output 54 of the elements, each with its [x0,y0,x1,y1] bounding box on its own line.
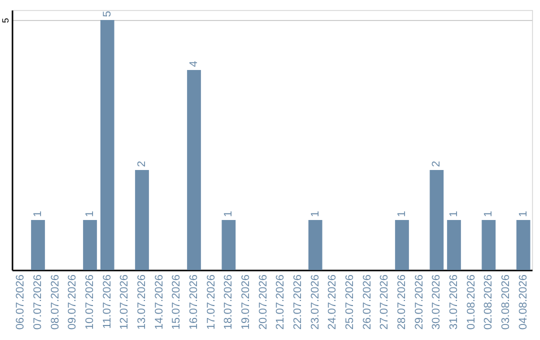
x-tick-label: 17.07.2026 [205,274,218,330]
x-tick-label: 07.07.2026 [32,274,44,330]
data-label: 1 [482,210,495,217]
bar [83,220,97,270]
data-label: 1 [309,210,322,217]
bar [222,220,236,270]
bar [31,220,45,270]
data-label: 1 [84,210,96,217]
x-tick-label: 08.07.2026 [49,274,62,330]
x-tick-label: 11.07.2026 [101,274,114,329]
bar [395,220,409,270]
x-tick-label: 20.07.2026 [257,274,270,330]
bar [482,220,496,270]
bar [187,70,201,270]
x-tick-label: 22.07.2026 [292,274,304,330]
data-label: 5 [101,10,114,17]
bar [135,170,149,270]
x-tick-label: 16.07.2026 [188,274,200,330]
data-label: 4 [188,60,200,67]
x-tick-label: 23.07.2026 [309,274,322,330]
x-tick-label: 25.07.2026 [344,274,356,330]
bar [100,20,114,270]
x-tick-label: 12.07.2026 [118,274,131,330]
bar [447,220,461,270]
x-tick-label: 19.07.2026 [240,274,252,330]
x-tick-label: 04.08.2026 [517,274,530,330]
data-label: 2 [136,160,148,167]
x-tick-label: 26.07.2026 [361,274,374,330]
data-label: 1 [396,210,408,217]
data-label: 1 [32,210,44,217]
x-tick-label: 21.07.2026 [274,274,287,330]
data-label: 2 [430,160,443,167]
x-tick-label: 09.07.2026 [66,274,79,330]
x-tick-label: 14.07.2026 [153,274,166,330]
bar [430,170,444,270]
x-tick-label: 27.07.2026 [378,274,391,330]
x-tick-label: 30.07.2026 [430,274,443,330]
x-tick-label: 18.07.2026 [222,274,235,330]
bar [308,220,322,270]
bar [516,220,530,270]
x-tick-label: 01.08.2026 [465,274,478,330]
x-tick-label: 15.07.2026 [170,274,183,330]
x-tick-label: 02.08.2026 [482,274,495,330]
data-label: 1 [517,210,530,217]
x-tick-label: 24.07.2026 [326,274,339,330]
x-tick-label: 29.07.2026 [413,274,426,330]
x-tick-label: 06.07.2026 [14,274,27,330]
x-tick-label: 03.08.2026 [500,274,512,330]
x-tick-label: 10.07.2026 [84,274,96,330]
x-tick-label: 13.07.2026 [136,274,148,330]
data-label: 1 [222,210,235,217]
x-tick-label: 28.07.2026 [396,274,408,330]
data-label: 1 [448,210,460,217]
x-tick-label: 31.07.2026 [448,274,460,330]
